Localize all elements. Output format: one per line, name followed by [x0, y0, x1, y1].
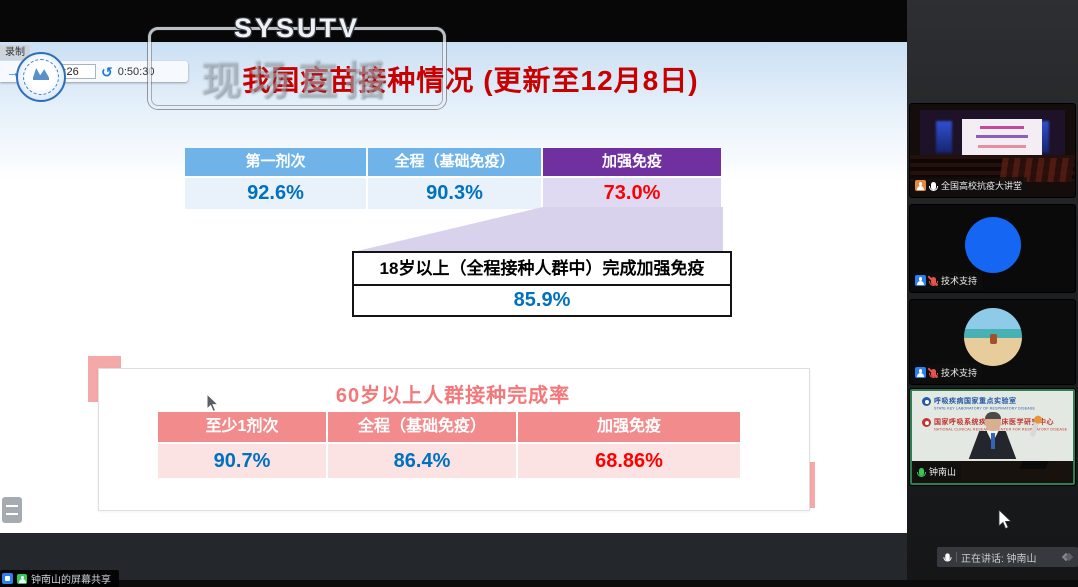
meeting-app-logo-icon — [1061, 552, 1074, 562]
station-watermark: SYSUTV 现场直播 — [148, 13, 446, 109]
bottom-letterbox-bar — [0, 533, 907, 580]
table-value-cell: 68.86% — [518, 444, 740, 478]
table-value-cell: 86.4% — [328, 444, 516, 478]
hall-stage — [920, 110, 1065, 156]
table-header-cell: 全程（基础免疫） — [328, 412, 516, 442]
mic-icon — [943, 553, 952, 562]
screen-share-banner: 钟南山的屏幕共享 — [0, 570, 119, 587]
participant-video-hall[interactable]: 全国高校抗疫大讲堂 — [910, 104, 1075, 197]
participant-label: 全国高校抗疫大讲堂 — [913, 177, 1028, 194]
participant-label: 钟南山 — [915, 463, 962, 480]
booster-box-label: 18岁以上（全程接种人群中）完成加强免疫 — [354, 253, 730, 286]
participant-name: 全国高校抗疫大讲堂 — [941, 181, 1023, 191]
slide-notes-icon[interactable] — [2, 497, 22, 523]
center-logo-icon — [922, 418, 931, 427]
table-header-cell: 全程（基础免疫） — [368, 148, 541, 176]
wall-logo-lab: 呼吸疾病国家重点实验室 STATE KEY LABORATORY OF RESP… — [922, 396, 1071, 411]
participant-label: 技术支持 — [913, 364, 983, 381]
table-header-cell: 第一剂次 — [185, 148, 366, 176]
participant-name: 钟南山 — [929, 467, 957, 477]
center-name-en: NATIONAL CLINICAL RESEARCH CENTER FOR RE… — [934, 427, 1068, 432]
laptop — [1019, 461, 1049, 469]
presentation-slide: 我国疫苗接种情况 (更新至12月8日) 第一剂次 全程（基础免疫） 加强免疫 9… — [0, 42, 907, 533]
divider — [956, 552, 957, 562]
mouse-cursor — [998, 510, 1013, 530]
lab-name-en: STATE KEY LABORATORY OF RESPIRATORY DISE… — [934, 406, 1036, 411]
station-name: SYSUTV — [233, 13, 361, 43]
total-duration: 0:50:30 — [117, 65, 155, 78]
member-icon — [915, 275, 926, 286]
rewind-icon[interactable]: ↺ — [101, 63, 113, 80]
hall-projection-screen — [962, 119, 1042, 155]
avatar — [964, 217, 1021, 273]
table-value-cell: 92.6% — [185, 178, 366, 209]
participant-name: 技术支持 — [941, 368, 978, 378]
lab-logo-icon — [922, 397, 931, 406]
national-vaccination-table: 第一剂次 全程（基础免疫） 加强免疫 92.6% 90.3% 73.0% — [185, 148, 721, 209]
member-icon — [915, 180, 926, 191]
mic-muted-icon — [929, 276, 938, 286]
table-value-cell: 90.7% — [158, 444, 326, 478]
shared-screen-region: 我国疫苗接种情况 (更新至12月8日) 第一剂次 全程（基础免疫） 加强免疫 9… — [0, 0, 907, 580]
seniors-vaccination-table: 至少1剂次 全程（基础免疫） 加强免疫 90.7% 86.4% 68.86% — [158, 412, 740, 478]
member-icon — [915, 367, 926, 378]
table-header-cell: 加强免疫 — [543, 148, 721, 176]
funnel-connector-shape — [357, 207, 723, 251]
slide-title: 我国疫苗接种情况 (更新至12月8日) — [242, 65, 699, 96]
booster-completion-box: 18岁以上（全程接种人群中）完成加强免疫 85.9% — [352, 251, 732, 317]
center-name-cn: 国家呼吸系统疾病临床医学研究中心 — [934, 417, 1073, 427]
institute-logo — [16, 52, 66, 102]
participants-sidebar: 全国高校抗疫大讲堂 技术支持 技术支持 呼吸疾病国家重点实验室 STATE KE… — [907, 0, 1078, 580]
screen-share-text: 钟南山的屏幕共享 — [31, 575, 111, 586]
speaker-tie — [990, 433, 995, 449]
speaker-head — [984, 412, 1001, 431]
stage-side-screen — [936, 121, 952, 153]
participant-label: 技术支持 — [913, 272, 983, 289]
record-tag: 录制 — [0, 45, 30, 60]
sharing-person-icon — [17, 573, 27, 584]
active-speaker-banner: 正在讲话: 钟南山 — [937, 547, 1078, 567]
mic-active-icon — [917, 467, 926, 477]
lab-name-cn: 呼吸疾病国家重点实验室 — [934, 398, 1017, 405]
participant-video-support-1[interactable]: 技术支持 — [910, 205, 1075, 292]
mic-muted-icon — [929, 368, 938, 378]
mic-on-icon — [929, 181, 938, 191]
speaking-status-text: 正在讲话: 钟南山 — [961, 553, 1037, 565]
participant-name: 技术支持 — [941, 276, 978, 286]
app-icon — [2, 573, 13, 584]
table-header-cell: 加强免疫 — [518, 412, 740, 442]
booster-box-value: 85.9% — [513, 289, 571, 311]
table-header-cell: 至少1剂次 — [158, 412, 326, 442]
participant-video-support-2[interactable]: 技术支持 — [910, 300, 1075, 384]
live-broadcast-label: 现场直播 — [201, 59, 393, 103]
avatar — [963, 308, 1022, 366]
table-value-cell: 73.0% — [543, 178, 721, 209]
participant-video-speaker[interactable]: 呼吸疾病国家重点实验室 STATE KEY LABORATORY OF RESP… — [910, 389, 1075, 485]
table-value-cell: 90.3% — [368, 178, 541, 209]
seniors-panel-title: 60岁以上人群接种完成率 — [335, 385, 571, 407]
top-letterbox-bar — [0, 0, 907, 42]
corner-bracket-top-left — [88, 356, 121, 371]
